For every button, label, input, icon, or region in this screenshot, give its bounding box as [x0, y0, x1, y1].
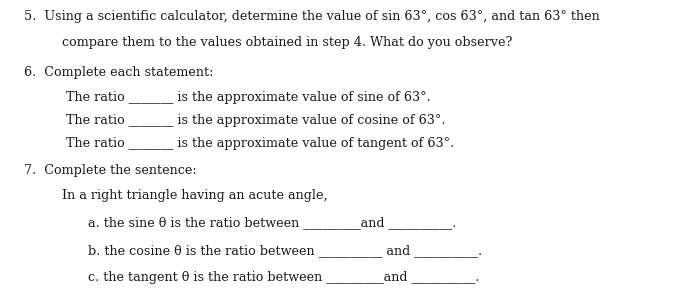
Text: 5.  Using a scientific calculator, determine the value of sin 63°, cos 63°, and : 5. Using a scientific calculator, determ…: [24, 10, 600, 23]
Text: The ratio _______ is the approximate value of cosine of 63°.: The ratio _______ is the approximate val…: [66, 114, 445, 127]
Text: The ratio _______ is the approximate value of tangent of 63°.: The ratio _______ is the approximate val…: [66, 137, 454, 150]
Text: The ratio _______ is the approximate value of sine of 63°.: The ratio _______ is the approximate val…: [66, 91, 431, 104]
Text: 7.  Complete the sentence:: 7. Complete the sentence:: [24, 164, 197, 177]
Text: a. the sine θ is the ratio between _________and __________.: a. the sine θ is the ratio between _____…: [88, 217, 456, 230]
Text: 6.  Complete each statement:: 6. Complete each statement:: [24, 66, 213, 79]
Text: b. the cosine θ is the ratio between __________ and __________.: b. the cosine θ is the ratio between ___…: [88, 244, 482, 257]
Text: c. the tangent θ is the ratio between _________and __________.: c. the tangent θ is the ratio between __…: [88, 271, 479, 284]
Text: In a right triangle having an acute angle,: In a right triangle having an acute angl…: [62, 189, 328, 202]
Text: compare them to the values obtained in step 4. What do you observe?: compare them to the values obtained in s…: [62, 36, 512, 49]
